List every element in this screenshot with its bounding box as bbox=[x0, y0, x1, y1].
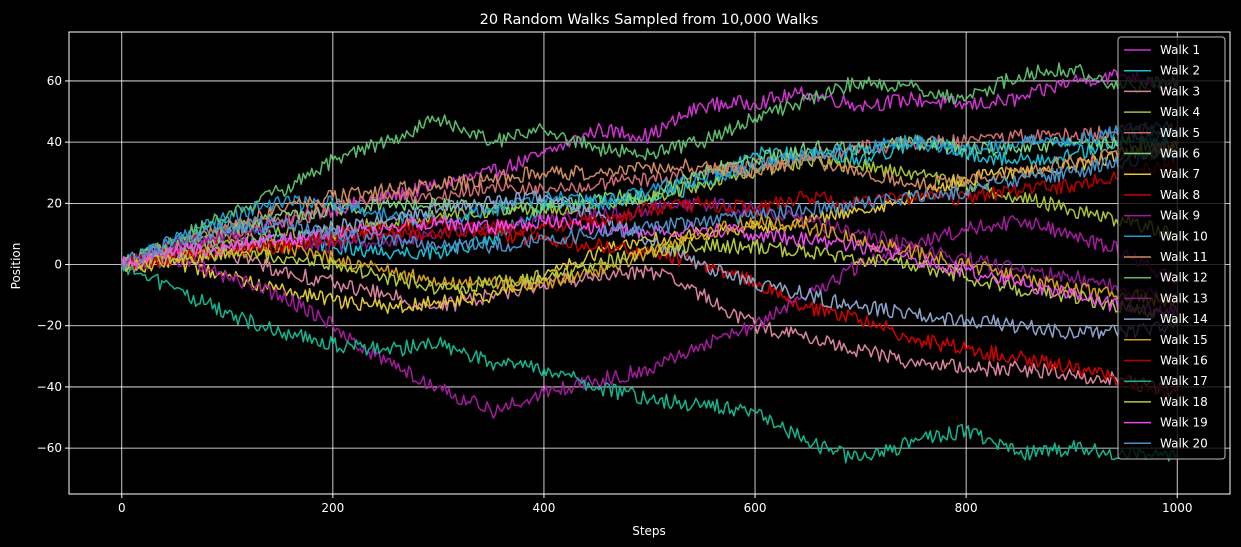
x-tick-label: 200 bbox=[321, 501, 344, 515]
y-tick-label: 20 bbox=[47, 196, 62, 210]
series-line-walk-20 bbox=[121, 148, 1178, 272]
legend-label: Walk 16 bbox=[1160, 354, 1208, 368]
legend-label: Walk 9 bbox=[1160, 209, 1200, 223]
axes-frame bbox=[68, 31, 1231, 495]
series-line-walk-6 bbox=[121, 134, 1178, 272]
legend-label: Walk 5 bbox=[1160, 126, 1200, 140]
legend-label: Walk 1 bbox=[1160, 43, 1200, 57]
legend-label: Walk 6 bbox=[1160, 147, 1200, 161]
series-line-walk-18 bbox=[121, 237, 1178, 326]
y-tick-label: −40 bbox=[37, 380, 62, 394]
series-line-walk-3 bbox=[121, 244, 1178, 398]
series-line-walk-19 bbox=[121, 214, 1178, 320]
legend-label: Walk 11 bbox=[1160, 250, 1208, 264]
legend-label: Walk 12 bbox=[1160, 271, 1208, 285]
chart-title: 20 Random Walks Sampled from 10,000 Walk… bbox=[480, 12, 819, 28]
x-tick-label: 800 bbox=[955, 501, 978, 515]
series-line-walk-11 bbox=[121, 140, 1178, 271]
y-tick-label: 40 bbox=[47, 135, 62, 149]
legend-label: Walk 15 bbox=[1160, 333, 1208, 347]
legend-label: Walk 13 bbox=[1160, 291, 1208, 305]
x-axis-title: Steps bbox=[632, 524, 666, 538]
legend-label: Walk 2 bbox=[1160, 64, 1200, 78]
ticks-layer: 0 200 400 600 800 1000 −60 −40 −20 0 20 40 60 bbox=[37, 74, 1193, 515]
legend-label: Walk 3 bbox=[1160, 84, 1200, 98]
series-line-walk-17 bbox=[121, 259, 1178, 464]
y-tick-label: −60 bbox=[37, 441, 62, 455]
legend-label: Walk 8 bbox=[1160, 188, 1200, 202]
series-layer bbox=[121, 62, 1178, 464]
legend-label: Walk 10 bbox=[1160, 229, 1208, 243]
series-line-walk-10 bbox=[121, 121, 1178, 267]
series-line-walk-12 bbox=[121, 62, 1178, 270]
legend-label: Walk 20 bbox=[1160, 436, 1208, 450]
legend-label: Walk 14 bbox=[1160, 312, 1208, 326]
legend: Walk 1 Walk 2 Walk 3 Walk 4 Walk 5 Walk 6 Walk… bbox=[1117, 36, 1226, 460]
y-tick-label: 0 bbox=[54, 258, 62, 272]
x-tick-label: 1000 bbox=[1162, 501, 1193, 515]
series-line-walk-9 bbox=[121, 215, 1178, 419]
y-tick-label: 60 bbox=[47, 74, 62, 88]
legend-label: Walk 4 bbox=[1160, 105, 1200, 119]
y-tick-label: −20 bbox=[37, 319, 62, 333]
legend-label: Walk 17 bbox=[1160, 374, 1208, 388]
x-tick-label: 400 bbox=[533, 501, 556, 515]
legend-box bbox=[1117, 36, 1226, 460]
legend-label: Walk 7 bbox=[1160, 167, 1200, 181]
legend-label: Walk 19 bbox=[1160, 416, 1208, 430]
x-tick-label: 0 bbox=[118, 501, 126, 515]
y-axis-title: Position bbox=[9, 243, 23, 290]
legend-label: Walk 18 bbox=[1160, 395, 1208, 409]
x-tick-label: 600 bbox=[744, 501, 767, 515]
